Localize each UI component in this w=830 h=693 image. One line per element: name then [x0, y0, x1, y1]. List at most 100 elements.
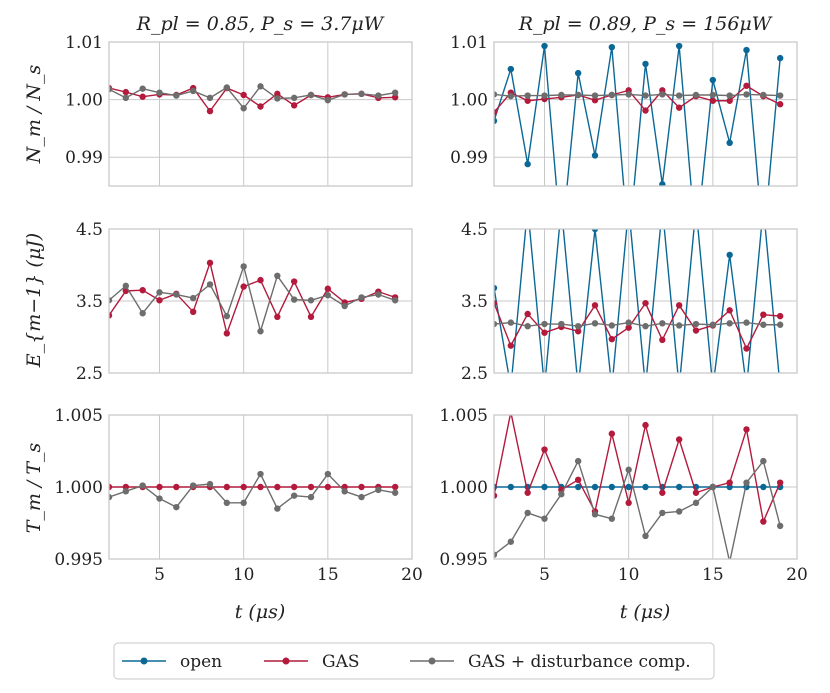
- point-gas: [206, 259, 214, 267]
- ytick-label: 4.5: [76, 220, 103, 240]
- ytick-label: 2.5: [461, 364, 488, 384]
- point-gas_dist: [109, 86, 113, 93]
- panel-0: 0.99 1.00 1.01: [65, 33, 413, 187]
- point-gas_dist: [341, 488, 348, 495]
- point-gas_dist: [240, 499, 247, 507]
- point-gas_dist: [257, 83, 264, 90]
- point-gas: [391, 483, 399, 491]
- ytick-label: 1.005: [54, 406, 103, 426]
- point-gas_dist: [173, 503, 180, 511]
- series-group: [109, 259, 399, 337]
- point-gas_dist: [726, 320, 733, 327]
- point-open: [608, 483, 616, 491]
- axes-frame: [108, 41, 413, 187]
- axes-frame: [493, 41, 798, 187]
- point-gas: [290, 483, 298, 491]
- point-gas: [608, 335, 616, 343]
- point-gas_dist: [156, 495, 163, 502]
- point-gas: [642, 421, 649, 429]
- point-gas: [507, 342, 515, 349]
- point-open: [507, 65, 515, 73]
- point-open: [541, 483, 548, 491]
- point-gas: [156, 483, 163, 491]
- point-gas_dist: [709, 483, 717, 491]
- point-open: [659, 181, 666, 186]
- point-gas: [591, 96, 599, 104]
- point-gas: [494, 299, 498, 307]
- point-gas_dist: [625, 91, 632, 98]
- legend: open GAS GAS + disturbance comp.: [113, 642, 715, 680]
- point-gas: [776, 479, 784, 486]
- point-gas: [290, 102, 298, 109]
- point-gas_dist: [642, 323, 649, 330]
- point-gas_dist: [659, 91, 666, 98]
- point-gas_dist: [507, 92, 515, 100]
- point-gas_dist: [675, 92, 683, 99]
- ytick-label: 0.99: [65, 148, 103, 168]
- point-open: [760, 204, 766, 210]
- point-gas: [307, 483, 315, 491]
- point-gas_dist: [391, 489, 399, 496]
- xtick-label: 10: [233, 565, 255, 585]
- series-line-gas_dist: [109, 473, 396, 510]
- point-gas: [240, 483, 247, 491]
- point-gas_dist: [307, 493, 315, 501]
- point-open: [507, 483, 515, 491]
- axes-frame: [108, 414, 413, 560]
- point-gas_dist: [591, 511, 599, 518]
- point-gas_dist: [307, 297, 315, 304]
- point-open: [726, 139, 733, 146]
- point-gas_dist: [675, 322, 683, 329]
- point-open: [558, 240, 564, 246]
- point-gas_dist: [675, 508, 683, 515]
- point-gas_dist: [240, 105, 247, 112]
- point-gas_dist: [608, 322, 616, 329]
- point-gas_dist: [324, 96, 332, 104]
- point-gas_dist: [139, 482, 146, 489]
- point-open: [743, 384, 749, 390]
- point-open: [642, 60, 649, 68]
- point-gas_dist: [122, 94, 130, 102]
- point-gas: [274, 313, 281, 321]
- point-open: [676, 384, 682, 390]
- point-open: [709, 76, 717, 84]
- legend-marker-gas-dist: [428, 657, 436, 665]
- point-gas: [743, 345, 750, 352]
- point-gas: [240, 91, 247, 99]
- ytick-label: 1.01: [450, 33, 488, 53]
- point-open: [659, 204, 665, 210]
- point-gas_dist: [189, 294, 197, 302]
- point-gas_dist: [274, 505, 281, 512]
- point-gas_dist: [494, 91, 498, 98]
- legend-entry-open: open: [122, 652, 222, 672]
- point-gas: [274, 90, 281, 98]
- series-line-gas: [494, 302, 781, 350]
- point-gas_dist: [240, 263, 247, 270]
- point-gas_dist: [507, 319, 515, 326]
- point-gas_dist: [558, 491, 565, 498]
- point-gas: [524, 489, 531, 496]
- point-gas: [189, 308, 197, 315]
- point-gas: [591, 302, 599, 309]
- ytick-label: 3.5: [461, 292, 488, 312]
- point-open: [524, 204, 530, 210]
- series-line-gas_dist: [109, 265, 396, 332]
- point-open: [558, 204, 564, 210]
- legend-entry-gas: GAS: [264, 652, 360, 672]
- ytick-label: 1.000: [439, 478, 488, 498]
- ytick-label: 3.5: [76, 292, 103, 312]
- point-gas_dist: [524, 92, 531, 99]
- point-gas: [290, 278, 298, 285]
- legend-entry-gas-dist: GAS + disturbance comp.: [410, 652, 691, 672]
- point-gas_dist: [558, 91, 565, 99]
- point-gas_dist: [391, 297, 399, 304]
- ylabel-row1: E_{m−1} (μJ): [23, 233, 45, 368]
- point-gas_dist: [358, 90, 365, 98]
- point-gas_dist: [524, 323, 531, 330]
- point-open: [760, 240, 766, 246]
- point-gas: [743, 82, 750, 89]
- point-gas_dist: [173, 291, 180, 298]
- point-open: [591, 483, 599, 491]
- point-gas_dist: [274, 272, 281, 279]
- point-gas: [625, 499, 632, 507]
